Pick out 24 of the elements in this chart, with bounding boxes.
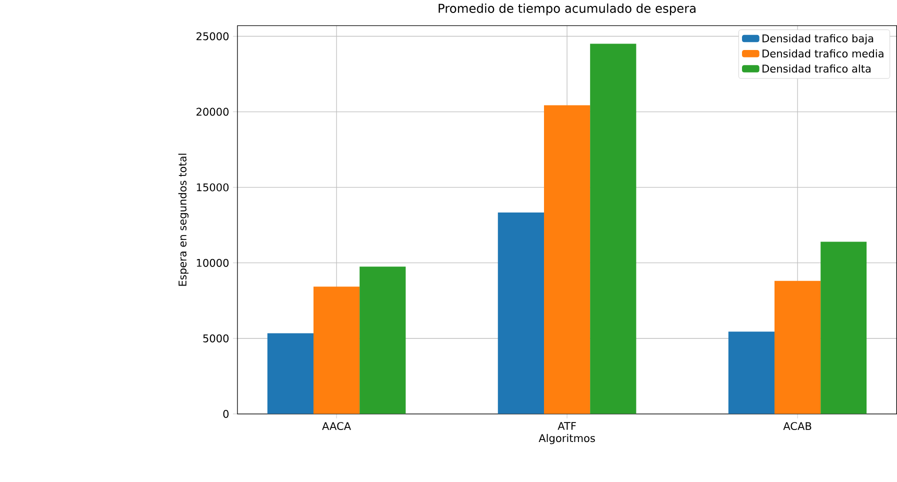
x-tick-label: ACAB bbox=[783, 422, 812, 430]
bar bbox=[544, 105, 590, 414]
bar bbox=[313, 286, 360, 414]
legend-label: Densidad trafico media bbox=[762, 49, 884, 58]
y-tick-label: 0 bbox=[223, 410, 229, 418]
x-tick-label: AACA bbox=[322, 422, 352, 430]
y-axis-title: Espera en segundos total bbox=[178, 154, 189, 286]
x-axis-title: Algoritmos bbox=[538, 434, 595, 444]
y-tick-label: 20000 bbox=[196, 108, 229, 116]
y-tick-label: 5000 bbox=[203, 334, 229, 342]
legend-label: Densidad trafico alta bbox=[762, 64, 871, 73]
bar bbox=[774, 280, 821, 414]
bar bbox=[360, 266, 406, 414]
bar bbox=[820, 242, 867, 414]
bar bbox=[590, 44, 636, 414]
y-tick-label: 15000 bbox=[196, 183, 229, 192]
bar bbox=[267, 333, 314, 414]
chart-title: Promedio de tiempo acumulado de espera bbox=[438, 4, 696, 16]
legend-label: Densidad trafico baja bbox=[762, 34, 874, 44]
bar bbox=[728, 332, 774, 414]
bar bbox=[498, 212, 544, 414]
y-tick-label: 10000 bbox=[196, 258, 229, 267]
x-tick-label: ATF bbox=[558, 422, 576, 430]
y-tick-label: 25000 bbox=[196, 32, 229, 40]
